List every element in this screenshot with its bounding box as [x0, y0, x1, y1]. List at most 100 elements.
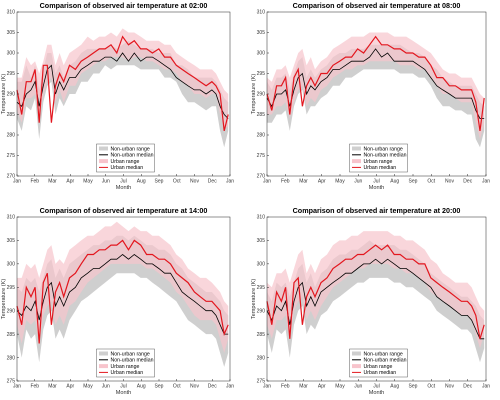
- y-tick-label: 300: [257, 262, 266, 268]
- legend-label: Non-urban median: [364, 153, 407, 159]
- x-axis-label: Month: [369, 185, 385, 191]
- y-axis-label: Temperature (K): [1, 74, 7, 115]
- x-tick-label: Dec: [208, 384, 217, 390]
- y-tick-label: 275: [7, 379, 16, 385]
- legend-label: Urban range: [364, 159, 393, 165]
- y-axis-label: Temperature (K): [251, 74, 257, 115]
- legend-label: Urban median: [364, 370, 397, 376]
- x-tick-label: Oct: [173, 179, 181, 185]
- x-tick-label: Feb: [30, 179, 39, 185]
- x-axis-label: Month: [369, 390, 385, 396]
- y-tick-label: 280: [257, 133, 266, 139]
- y-tick-label: 280: [7, 133, 16, 139]
- legend-swatch-urban-range: [99, 364, 108, 369]
- y-tick-label: 280: [257, 355, 266, 361]
- chart-panel-4: Comparison of observed air temperature a…: [251, 206, 490, 396]
- legend-label: Urban range: [364, 364, 393, 370]
- x-tick-label: Jan: [263, 384, 271, 390]
- y-tick-label: 275: [257, 379, 266, 385]
- x-tick-label: Oct: [427, 384, 435, 390]
- x-tick-label: Sep: [155, 384, 164, 390]
- x-tick-label: Nov: [445, 384, 454, 390]
- y-axis-label: Temperature (K): [251, 279, 257, 320]
- y-tick-label: 295: [257, 285, 266, 291]
- y-tick-label: 285: [257, 112, 266, 118]
- x-tick-label: Jan: [226, 384, 234, 390]
- y-tick-label: 305: [7, 238, 16, 244]
- x-tick-label: Jul: [120, 384, 126, 390]
- x-tick-label: Jun: [354, 179, 362, 185]
- y-tick-label: 300: [7, 51, 16, 57]
- y-tick-label: 305: [257, 30, 266, 36]
- urban-range-band: [267, 231, 485, 349]
- urban-range-band: [17, 28, 229, 127]
- x-tick-label: Mar: [48, 179, 57, 185]
- legend-label: Urban median: [111, 165, 144, 171]
- y-tick-label: 270: [7, 174, 16, 180]
- x-tick-label: Dec: [463, 179, 472, 185]
- x-tick-label: Jan: [263, 179, 271, 185]
- x-tick-label: Apr: [66, 384, 74, 390]
- x-tick-label: Dec: [463, 384, 472, 390]
- y-tick-label: 290: [257, 308, 266, 314]
- legend-label: Urban range: [111, 364, 140, 370]
- x-tick-label: Sep: [409, 384, 418, 390]
- x-tick-label: Jul: [120, 179, 126, 185]
- y-tick-label: 310: [7, 215, 16, 221]
- legend-label: Non-urban range: [111, 146, 150, 152]
- chart-panel-2: Comparison of observed air temperature a…: [251, 1, 490, 191]
- x-tick-label: Mar: [299, 179, 308, 185]
- x-tick-label: Jul: [373, 384, 379, 390]
- y-tick-label: 295: [7, 71, 16, 77]
- chart-title: Comparison of observed air temperature a…: [40, 1, 208, 10]
- y-tick-label: 300: [7, 262, 16, 268]
- x-tick-label: Jun: [102, 384, 110, 390]
- urban-range-band: [17, 221, 229, 353]
- chart-title: Comparison of observed air temperature a…: [40, 206, 208, 215]
- chart-panel-1: Comparison of observed air temperature a…: [1, 1, 234, 191]
- urban-median-line: [266, 35, 485, 131]
- x-tick-label: Sep: [155, 179, 164, 185]
- x-tick-label: May: [83, 384, 93, 390]
- x-tick-label: Nov: [445, 179, 454, 185]
- legend-swatch-non-urban-range: [99, 146, 108, 151]
- x-tick-label: Jun: [102, 179, 110, 185]
- y-tick-label: 310: [7, 10, 16, 16]
- legend-swatch-urban-range: [99, 159, 108, 164]
- chart-title: Comparison of observed air temperature a…: [293, 206, 461, 215]
- legend-label: Urban median: [111, 370, 144, 376]
- urban-median-line: [16, 239, 229, 344]
- x-tick-label: Jan: [482, 179, 490, 185]
- legend-label: Non-urban range: [364, 146, 403, 152]
- y-tick-label: 295: [257, 71, 266, 77]
- x-tick-label: Apr: [318, 179, 326, 185]
- x-tick-label: Nov: [190, 179, 199, 185]
- chart-panel-3: Comparison of observed air temperature a…: [1, 206, 234, 396]
- legend-label: Non-urban median: [364, 358, 407, 364]
- y-tick-label: 295: [7, 285, 16, 291]
- y-tick-label: 275: [7, 153, 16, 159]
- y-tick-label: 310: [257, 10, 266, 16]
- y-tick-label: 290: [257, 92, 266, 98]
- x-tick-label: Jan: [13, 384, 21, 390]
- legend-swatch-urban-range: [352, 364, 361, 369]
- x-tick-label: Jan: [13, 179, 21, 185]
- x-tick-label: Feb: [281, 384, 290, 390]
- x-tick-label: Jul: [373, 179, 379, 185]
- y-axis-label: Temperature (K): [1, 279, 7, 320]
- x-tick-label: Jun: [354, 384, 362, 390]
- non-urban-median-line: [16, 52, 229, 119]
- x-tick-label: Sep: [409, 179, 418, 185]
- y-tick-label: 275: [257, 153, 266, 159]
- x-axis-label: Month: [116, 185, 132, 191]
- y-tick-label: 300: [257, 51, 266, 57]
- y-tick-label: 305: [257, 238, 266, 244]
- x-tick-label: Aug: [137, 384, 146, 390]
- x-tick-label: Oct: [427, 179, 435, 185]
- legend-swatch-non-urban-range: [352, 351, 361, 356]
- non-urban-median-line: [266, 258, 485, 340]
- y-tick-label: 290: [7, 92, 16, 98]
